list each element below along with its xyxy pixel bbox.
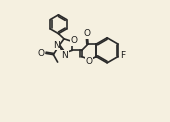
Text: O: O xyxy=(37,49,45,58)
Text: O: O xyxy=(84,29,91,38)
Text: O: O xyxy=(86,57,93,66)
Text: O: O xyxy=(71,36,78,45)
Text: F: F xyxy=(121,51,126,61)
Text: N: N xyxy=(61,51,68,60)
Text: N: N xyxy=(53,41,59,50)
